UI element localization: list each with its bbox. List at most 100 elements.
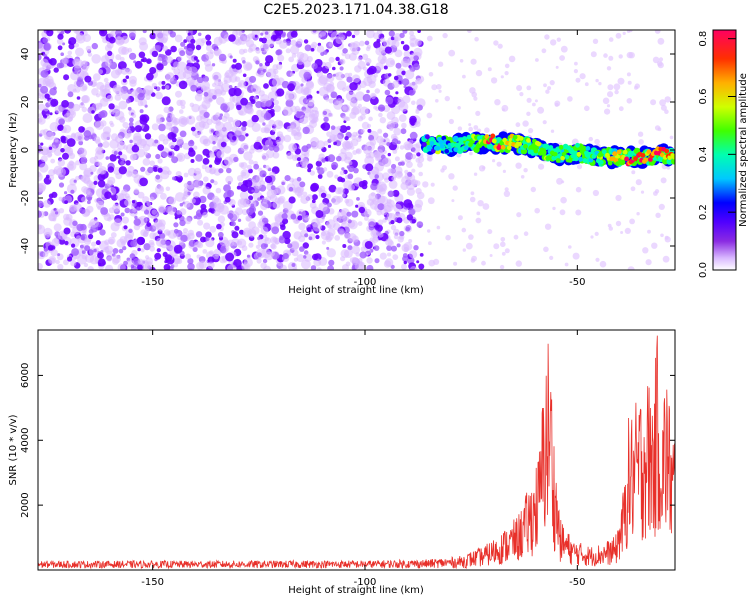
heatmap-cell — [156, 118, 163, 125]
heatmap-cell — [321, 158, 326, 163]
heatmap-cell — [109, 154, 117, 162]
heatmap-cell — [235, 30, 242, 36]
heatmap-cell — [297, 38, 303, 45]
heatmap-cell — [202, 157, 210, 165]
heatmap-cell — [143, 85, 154, 95]
heatmap-cell — [189, 139, 194, 145]
heatmap-cell — [118, 46, 127, 55]
heatmap-cell — [310, 47, 315, 52]
heatmap-cell — [615, 32, 622, 39]
heatmap-cell — [91, 54, 101, 64]
heatmap-cell — [566, 145, 571, 151]
heatmap-cell — [393, 234, 399, 240]
heatmap-cell — [264, 99, 272, 107]
heatmap-cell — [470, 191, 475, 196]
heatmap-cell — [626, 51, 633, 59]
heatmap-cell — [411, 154, 417, 160]
heatmap-cell — [288, 143, 298, 152]
heatmap-cell — [373, 73, 378, 78]
heatmap-cell — [400, 161, 405, 166]
heatmap-cell — [229, 55, 233, 59]
heatmap-cell — [462, 248, 466, 252]
heatmap-cell — [392, 189, 400, 197]
heatmap-cell — [559, 55, 565, 61]
heatmap-cell — [149, 160, 155, 166]
heatmap-cell — [195, 154, 203, 162]
heatmap-cell — [497, 43, 503, 49]
heatmap-cell — [93, 136, 101, 143]
heatmap-cell — [107, 166, 115, 173]
heatmap-cell — [161, 60, 168, 66]
heatmap-cell — [332, 215, 341, 223]
heatmap-cell — [664, 96, 671, 103]
heatmap-cell — [341, 193, 346, 198]
heatmap-cell — [257, 236, 261, 241]
heatmap-cell — [520, 175, 525, 179]
heatmap-cell — [122, 121, 129, 129]
heatmap-cell — [326, 170, 334, 178]
heatmap-cell — [391, 163, 397, 170]
heatmap-cell — [310, 183, 319, 192]
heatmap-cell — [93, 155, 99, 161]
heatmap-cell — [38, 116, 46, 125]
heatmap-cell — [140, 166, 146, 172]
heatmap-cell — [671, 154, 675, 160]
heatmap-cell — [549, 255, 554, 260]
heatmap-cell — [217, 231, 224, 238]
heatmap-cell — [515, 122, 521, 128]
heatmap-cell — [98, 166, 107, 175]
heatmap-cell — [190, 126, 196, 132]
heatmap-cell — [91, 241, 97, 247]
heatmap-cell — [137, 247, 141, 252]
heatmap-cell — [202, 249, 208, 254]
heatmap-cell — [260, 262, 267, 269]
heatmap-cell — [671, 158, 675, 165]
heatmap-cell — [465, 242, 473, 250]
heatmap-cell — [435, 146, 441, 151]
heatmap-cell — [344, 198, 350, 204]
heatmap-cell — [64, 30, 72, 34]
heatmap-cell — [182, 142, 190, 150]
heatmap-cell — [126, 68, 132, 75]
heatmap-cell — [118, 100, 128, 110]
heatmap-cell — [43, 106, 49, 112]
heatmap-cell — [271, 77, 281, 87]
heatmap-cell — [211, 63, 216, 67]
heatmap-cell — [296, 176, 302, 182]
heatmap-cell — [409, 131, 418, 140]
heatmap-cell — [304, 233, 309, 238]
heatmap-cell — [195, 82, 202, 89]
heatmap-cell — [526, 85, 532, 91]
heatmap-cell — [67, 50, 73, 56]
heatmap-cell — [125, 98, 131, 104]
heatmap-cell — [214, 49, 220, 56]
heatmap-cell — [518, 135, 524, 141]
heatmap-cell — [402, 60, 409, 68]
heatmap-cell — [255, 182, 262, 189]
heatmap-cell — [115, 30, 123, 37]
heatmap-cell — [607, 84, 614, 91]
heatmap-cell — [168, 152, 173, 156]
heatmap-cell — [341, 167, 345, 171]
heatmap-cell — [544, 34, 550, 40]
heatmap-cell — [185, 253, 191, 260]
heatmap-cell — [388, 30, 395, 37]
heatmap-cell — [115, 135, 124, 144]
heatmap-cell — [203, 176, 209, 182]
heatmap-cell — [362, 93, 371, 102]
heatmap-cell — [390, 264, 395, 269]
heatmap-cell — [417, 161, 423, 168]
heatmap-cell — [344, 136, 349, 141]
heatmap-cell — [403, 260, 407, 265]
heatmap-cell — [406, 214, 414, 221]
heatmap-cell — [377, 203, 385, 211]
heatmap-cell — [75, 175, 80, 181]
heatmap-cell — [107, 236, 116, 245]
heatmap-cell — [128, 121, 134, 127]
heatmap-cell — [560, 155, 566, 161]
heatmap-cell — [390, 220, 395, 225]
colorbar-ticks: 0.0 0.2 0.4 0.6 0.8 — [698, 31, 736, 278]
heatmap-cell — [396, 217, 403, 224]
heatmap-cell — [445, 234, 451, 241]
heatmap-cell — [38, 103, 46, 111]
